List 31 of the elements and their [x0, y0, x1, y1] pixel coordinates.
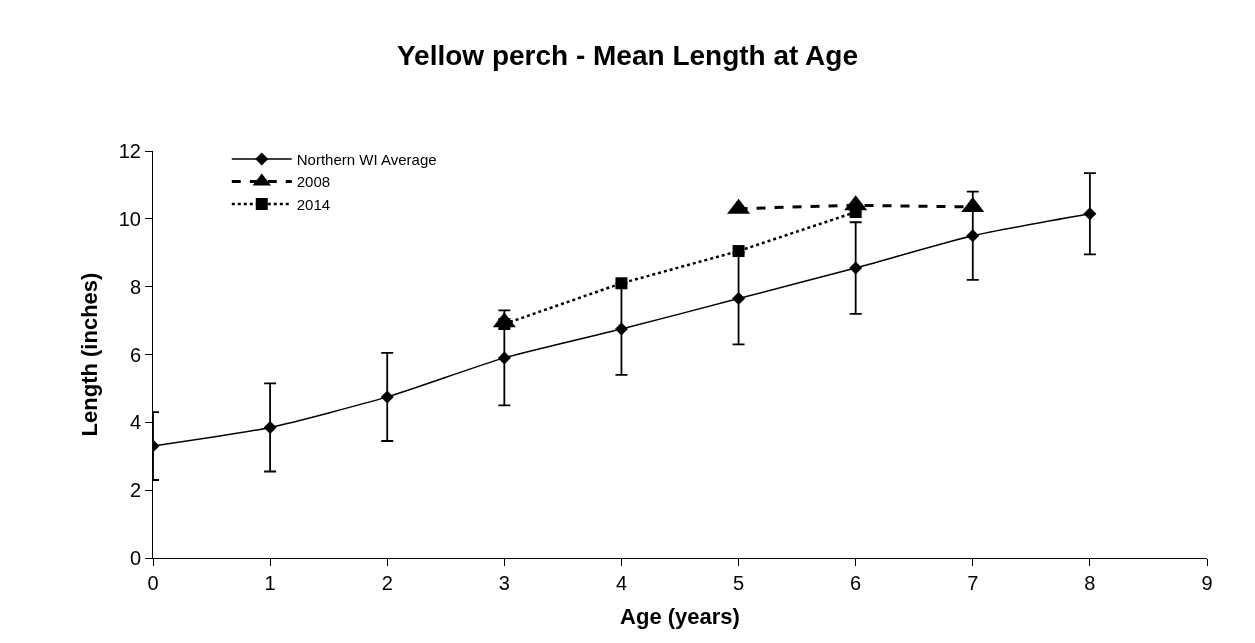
y-tick-label: 0: [129, 547, 141, 569]
x-axis-title: Age (years): [620, 603, 740, 629]
x-tick-label: 6: [850, 572, 862, 594]
legend-label: 2008: [296, 173, 331, 191]
point: [732, 292, 746, 306]
point: [263, 420, 277, 434]
y-axis-title: Length (inches): [76, 272, 102, 437]
x-tick-label: 8: [1084, 572, 1096, 594]
x-tick-label: 7: [967, 572, 979, 594]
point: [1083, 207, 1097, 221]
point: [380, 390, 394, 404]
x-tick-label: 2: [381, 572, 393, 594]
y-tick-label: 12: [118, 140, 141, 162]
y-tick-label: 6: [129, 343, 141, 366]
x-tick-label: 1: [264, 572, 276, 594]
x-tick-label: 4: [615, 572, 627, 594]
point: [849, 261, 863, 275]
point: [966, 229, 980, 243]
legend-label: Northern WI Average: [296, 150, 437, 168]
y-tick-label: 2: [129, 479, 141, 502]
legend-label: 2014: [296, 195, 331, 213]
point: [614, 322, 628, 336]
x-tick-label: 9: [1201, 572, 1213, 594]
x-tick-label: 3: [498, 572, 510, 594]
point: [497, 351, 511, 365]
y-tick-label: 10: [118, 207, 141, 230]
y-tick-label: 8: [129, 275, 141, 298]
y-tick-label: 4: [129, 411, 141, 434]
x-tick-label: 5: [733, 572, 745, 594]
x-tick-label: 0: [147, 572, 159, 594]
chart-title: Yellow perch - Mean Length at Age: [396, 39, 859, 71]
